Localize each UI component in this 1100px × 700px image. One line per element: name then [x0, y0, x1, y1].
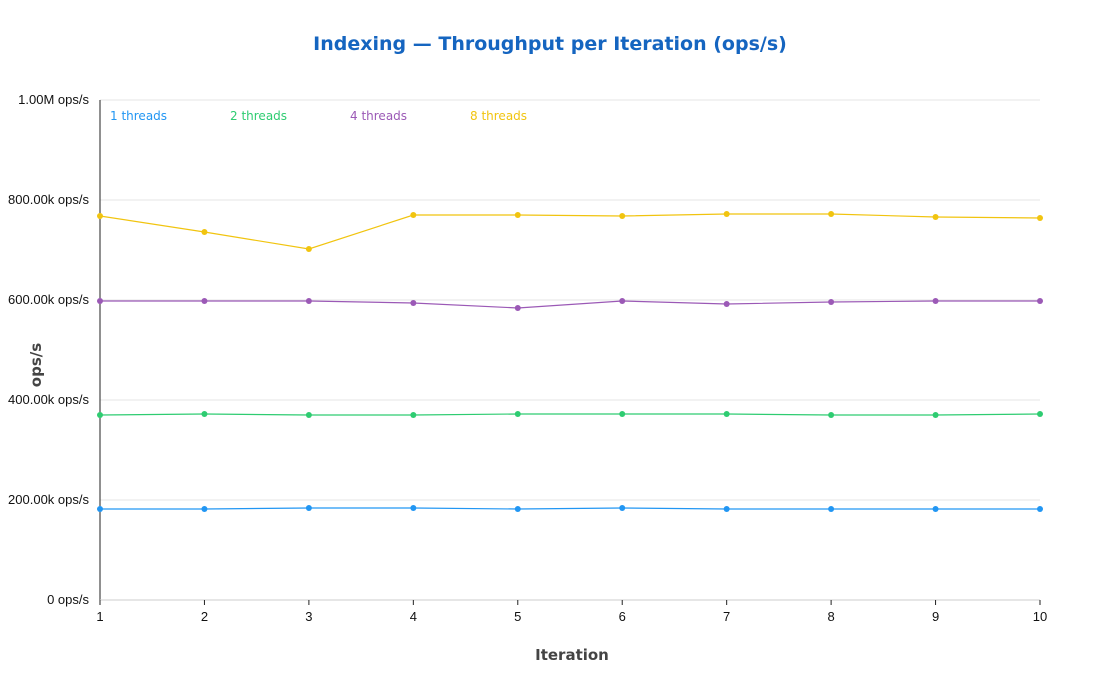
legend-item-8-threads[interactable]: 8 threads: [470, 109, 527, 123]
legend-item-1-threads[interactable]: 1 threads: [110, 109, 167, 123]
y-tick-label: 800.00k ops/s: [8, 192, 89, 207]
x-tick-label: 4: [410, 609, 417, 624]
data-point-4-threads[interactable]: [514, 305, 521, 311]
data-point-1-threads[interactable]: [619, 505, 626, 511]
data-point-8-threads[interactable]: [828, 211, 835, 217]
y-tick-label: 400.00k ops/s: [8, 392, 89, 407]
data-point-2-threads[interactable]: [514, 411, 521, 417]
data-point-1-threads[interactable]: [1037, 506, 1043, 512]
data-point-1-threads[interactable]: [410, 505, 417, 511]
y-tick-label: 1.00M ops/s: [18, 92, 89, 107]
data-point-2-threads[interactable]: [828, 412, 835, 418]
data-point-1-threads[interactable]: [305, 505, 312, 511]
legend-item-2-threads[interactable]: 2 threads: [230, 109, 287, 123]
x-tick-label: 2: [201, 609, 208, 624]
x-tick-label: 5: [514, 609, 521, 624]
data-point-4-threads[interactable]: [201, 298, 208, 304]
data-point-8-threads[interactable]: [932, 214, 939, 220]
x-tick-label: 10: [1033, 609, 1047, 624]
series-line-8-threads: [99, 213, 1041, 250]
y-tick-label: 600.00k ops/s: [8, 292, 89, 307]
grid-lines: [100, 99, 1040, 501]
y-axis-title: ops/s: [27, 343, 45, 387]
data-point-4-threads[interactable]: [828, 299, 835, 305]
data-point-8-threads[interactable]: [97, 213, 103, 219]
data-point-1-threads[interactable]: [723, 506, 730, 512]
data-point-4-threads[interactable]: [1037, 298, 1043, 304]
data-point-1-threads[interactable]: [932, 506, 939, 512]
data-point-4-threads[interactable]: [410, 300, 417, 306]
data-point-1-threads[interactable]: [514, 506, 521, 512]
x-tick-label: 6: [619, 609, 626, 624]
data-point-8-threads[interactable]: [514, 212, 521, 218]
legend-item-4-threads[interactable]: 4 threads: [350, 109, 407, 123]
data-point-8-threads[interactable]: [619, 213, 626, 219]
x-tick-label: 1: [96, 609, 103, 624]
data-point-8-threads[interactable]: [723, 211, 730, 217]
data-point-2-threads[interactable]: [932, 412, 939, 418]
data-point-2-threads[interactable]: [97, 412, 103, 418]
data-point-2-threads[interactable]: [410, 412, 417, 418]
x-axis-title: Iteration: [535, 646, 609, 664]
data-point-2-threads[interactable]: [305, 412, 312, 418]
data-point-4-threads[interactable]: [932, 298, 939, 304]
chart-title: Indexing — Throughput per Iteration (ops…: [313, 33, 787, 55]
y-tick-label: 0 ops/s: [47, 592, 89, 607]
axes: [99, 100, 1041, 605]
x-tick-label: 8: [827, 609, 834, 624]
series-line-4-threads: [100, 300, 1040, 309]
data-point-8-threads[interactable]: [1037, 215, 1043, 221]
series-line-1-threads: [100, 507, 1040, 510]
data-point-2-threads[interactable]: [1037, 411, 1043, 417]
data-point-8-threads[interactable]: [410, 212, 417, 218]
data-point-1-threads[interactable]: [828, 506, 835, 512]
data-point-1-threads[interactable]: [201, 506, 208, 512]
data-point-4-threads[interactable]: [305, 298, 312, 304]
data-point-4-threads[interactable]: [723, 301, 730, 307]
legend: 1 threads 2 threads 4 threads 8 threads: [110, 109, 527, 123]
data-point-2-threads[interactable]: [201, 411, 208, 417]
series-lines: [97, 211, 1043, 512]
data-point-8-threads[interactable]: [305, 246, 312, 252]
y-tick-labels: 0 ops/s 200.00k ops/s 400.00k ops/s 600.00k…: [8, 92, 89, 607]
data-point-1-threads[interactable]: [97, 506, 103, 512]
data-point-4-threads[interactable]: [97, 298, 103, 304]
data-point-8-threads[interactable]: [201, 229, 208, 235]
x-tick-label: 7: [723, 609, 730, 624]
y-tick-label: 200.00k ops/s: [8, 492, 89, 507]
data-point-2-threads[interactable]: [619, 411, 626, 417]
x-tick-labels: 1 2 3 4 5 6 7 8 9 10: [96, 609, 1047, 624]
data-point-2-threads[interactable]: [723, 411, 730, 417]
data-point-4-threads[interactable]: [619, 298, 626, 304]
x-tick-label: 3: [305, 609, 312, 624]
series-line-2-threads: [99, 413, 1041, 416]
x-tick-label: 9: [932, 609, 939, 624]
